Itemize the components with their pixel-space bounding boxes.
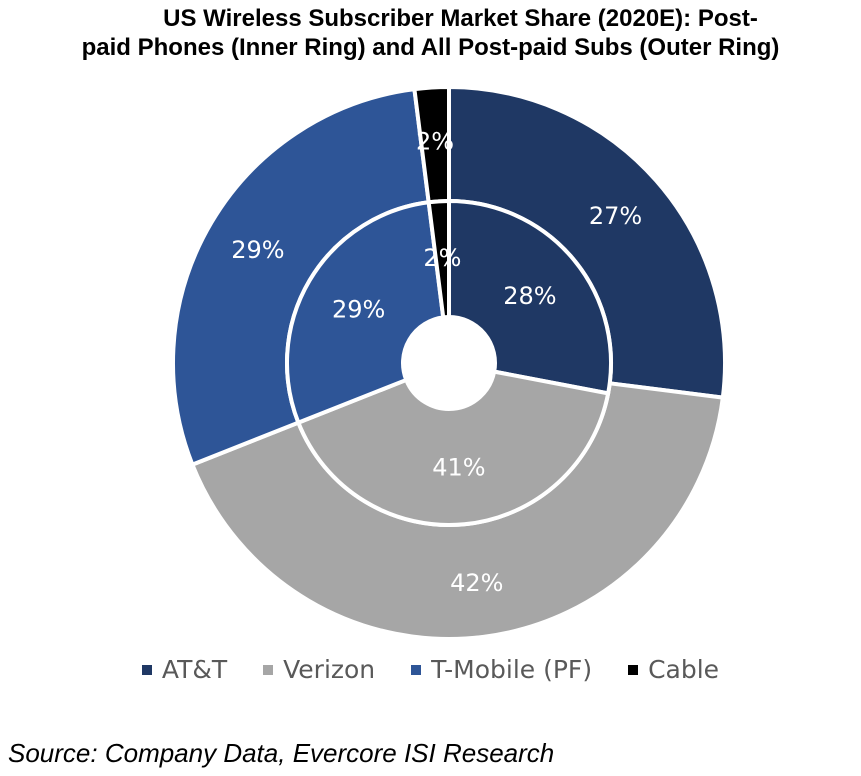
outer-label-verizon: 42% (450, 569, 503, 597)
slice-labels: 28% 41% 29% 2% 27% 42% 29% 2% (231, 127, 642, 597)
legend-label-att: AT&T (161, 655, 228, 684)
chart-title: US Wireless Subscriber Market Share (202… (0, 4, 861, 62)
inner-label-verizon: 41% (432, 454, 485, 482)
legend-swatch-cable (628, 664, 639, 675)
legend-label-verizon: Verizon (283, 655, 376, 684)
inner-slice-att (447, 199, 613, 396)
legend-item-att: AT&T (141, 655, 228, 684)
legend-swatch-att (141, 664, 152, 675)
legend-label-cable: Cable (648, 655, 720, 684)
inner-slice-cable (426, 199, 451, 320)
inner-label-cable: 2% (423, 244, 461, 272)
chart-title-line-2: paid Phones (Inner Ring) and All Post-pa… (81, 34, 780, 61)
source-note: Source: Company Data, Evercore ISI Resea… (8, 738, 555, 768)
donut-chart: 28% 41% 29% 2% 27% 42% 29% 2% (171, 85, 727, 641)
legend: AT&T Verizon T-Mobile (PF) Cable (0, 655, 861, 684)
legend-item-tmobile: T-Mobile (PF) (411, 655, 592, 684)
outer-ring (171, 85, 727, 641)
legend-swatch-verizon (263, 664, 274, 675)
inner-ring (285, 199, 613, 527)
inner-slice-tmobile (285, 200, 446, 425)
legend-label-tmobile: T-Mobile (PF) (431, 655, 593, 684)
outer-label-tmobile: 29% (231, 236, 284, 264)
legend-swatch-tmobile (411, 664, 422, 675)
outer-label-cable: 2% (416, 127, 454, 155)
outer-label-att: 27% (589, 202, 642, 230)
inner-slice-verizon (296, 369, 611, 527)
legend-item-verizon: Verizon (263, 655, 375, 684)
inner-label-att: 28% (503, 282, 556, 310)
chart-title-line-1: US Wireless Subscriber Market Share (202… (163, 5, 758, 32)
inner-label-tmobile: 29% (332, 296, 385, 324)
legend-item-cable: Cable (628, 655, 719, 684)
